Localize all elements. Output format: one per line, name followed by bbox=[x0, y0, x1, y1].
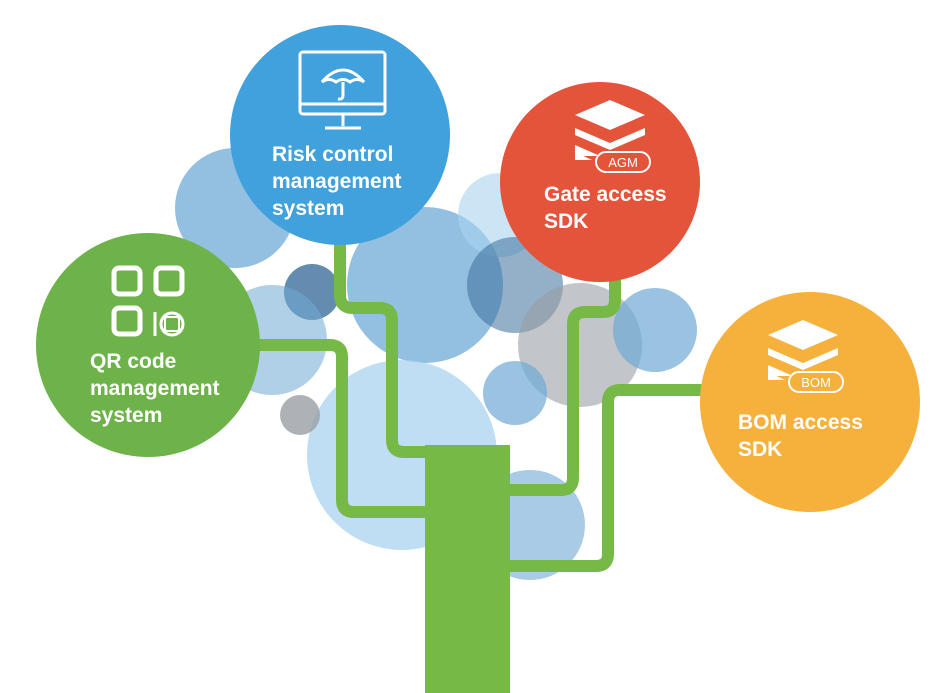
monitor-umbrella-icon bbox=[298, 50, 387, 130]
node-risk bbox=[230, 25, 450, 245]
node-qr bbox=[36, 233, 260, 457]
agm-badge: AGM bbox=[608, 155, 638, 170]
qr-code-label: QR code management system bbox=[90, 350, 220, 427]
bom-badge: BOM bbox=[801, 375, 831, 390]
layers-bom-icon: BOM bbox=[768, 320, 844, 393]
bubble bbox=[483, 361, 547, 425]
branch-gate bbox=[499, 264, 621, 496]
bubble bbox=[613, 288, 697, 372]
tree-branches bbox=[239, 229, 706, 572]
node-bom: BOM bbox=[700, 292, 920, 512]
qr-code-icon bbox=[111, 265, 185, 337]
gate-access-label: Gate access SDK bbox=[544, 183, 667, 233]
node-circle-qr bbox=[36, 233, 260, 457]
branch-qr bbox=[239, 339, 446, 518]
node-circle-risk bbox=[230, 25, 450, 245]
tree-trunk bbox=[425, 445, 510, 693]
node-gate: AGM bbox=[500, 82, 700, 282]
node-circle-bom bbox=[700, 292, 920, 512]
branch-bom bbox=[499, 384, 706, 572]
bubble bbox=[280, 395, 320, 435]
node-circle-gate bbox=[500, 82, 700, 282]
bom-access-label: BOM access SDK bbox=[738, 411, 863, 461]
risk-control-label: Risk control management system bbox=[272, 143, 402, 220]
layers-agm-icon: AGM bbox=[575, 100, 651, 173]
branch-risk bbox=[334, 229, 446, 458]
